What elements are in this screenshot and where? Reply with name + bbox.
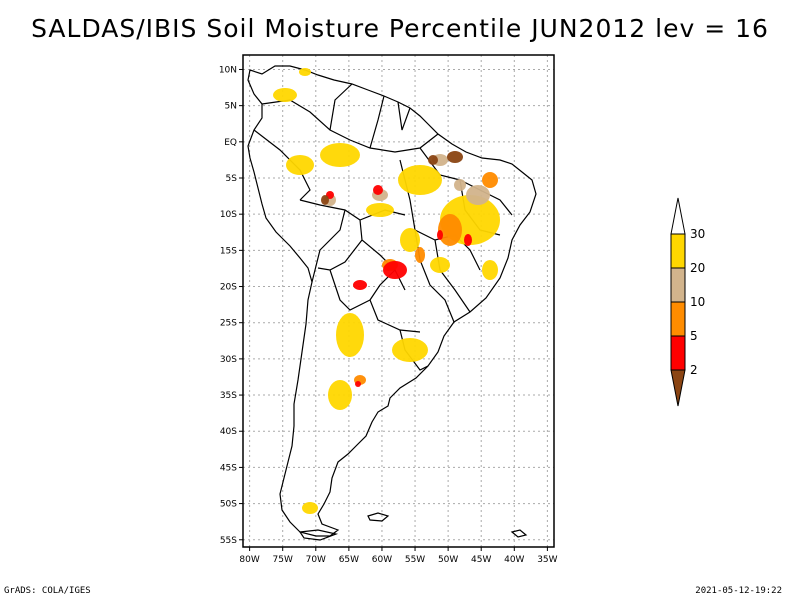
lat-tick-label: 45S bbox=[220, 463, 237, 473]
lon-tick-label: 75W bbox=[273, 555, 293, 565]
map-title: SALDAS/IBIS Soil Moisture Percentile JUN… bbox=[31, 14, 769, 43]
lat-axis: 10N 5N EQ 5S 10S 15S 20S 25S 30S 35S 40S 45S 50S 55S bbox=[219, 65, 243, 546]
small-island bbox=[510, 529, 528, 538]
tierra-del-fuego bbox=[298, 529, 339, 541]
shade-red bbox=[326, 185, 472, 387]
lat-tick-label: 10S bbox=[220, 210, 237, 220]
legend-break-label: 30 bbox=[690, 227, 705, 241]
lat-tick-label: 50S bbox=[220, 500, 237, 510]
lon-axis: 80W 75W 70W 65W 60W 55W 50W 45W 40W 35W bbox=[239, 547, 558, 565]
shade-brown bbox=[321, 151, 463, 205]
lat-tick-label: 55S bbox=[220, 536, 237, 546]
legend-swatch bbox=[670, 197, 686, 235]
lat-tick-label: 15S bbox=[220, 246, 237, 256]
shade-yellow bbox=[273, 68, 500, 514]
legend-break-label: 10 bbox=[690, 295, 705, 309]
lon-tick-label: 80W bbox=[239, 555, 259, 565]
lon-tick-label: 35W bbox=[537, 555, 557, 565]
legend-break-label: 20 bbox=[690, 261, 705, 275]
lat-tick-label: 10N bbox=[219, 65, 237, 75]
lat-tick-label: 5N bbox=[225, 102, 237, 112]
legend-swatch bbox=[670, 267, 686, 303]
lat-tick-label: 35S bbox=[220, 391, 237, 401]
legend-break-label: 2 bbox=[690, 363, 698, 377]
legend-swatch bbox=[670, 233, 686, 269]
map-frame bbox=[242, 54, 555, 548]
falkland-islands bbox=[367, 512, 390, 522]
lon-tick-label: 60W bbox=[372, 555, 392, 565]
lat-tick-label: 20S bbox=[220, 283, 237, 293]
lat-tick-label: 5S bbox=[226, 174, 238, 184]
continent-coastline bbox=[247, 65, 537, 537]
colorbar-legend: 2 5 10 20 30 bbox=[670, 197, 705, 407]
footer-credit: GrADS: COLA/IGES bbox=[4, 586, 91, 596]
lon-tick-label: 70W bbox=[306, 555, 326, 565]
lat-tick-label: 40S bbox=[220, 427, 237, 437]
south-america-outline bbox=[247, 65, 537, 541]
legend-swatch bbox=[670, 369, 686, 407]
lon-tick-label: 65W bbox=[339, 555, 359, 565]
legend-swatch bbox=[670, 335, 686, 371]
lon-tick-label: 50W bbox=[438, 555, 458, 565]
grid-lines bbox=[243, 55, 554, 547]
shade-tan bbox=[324, 154, 490, 206]
legend-swatch bbox=[670, 301, 686, 337]
legend-break-label: 5 bbox=[690, 329, 698, 343]
lat-tick-label: 25S bbox=[220, 319, 237, 329]
lat-tick-label: 30S bbox=[220, 355, 237, 365]
lon-tick-label: 45W bbox=[471, 555, 491, 565]
lon-tick-label: 55W bbox=[405, 555, 425, 565]
footer-timestamp: 2021-05-12-19:22 bbox=[695, 586, 782, 596]
lon-tick-label: 40W bbox=[504, 555, 524, 565]
percentile-shading bbox=[273, 68, 500, 514]
lat-tick-label: EQ bbox=[224, 138, 237, 148]
